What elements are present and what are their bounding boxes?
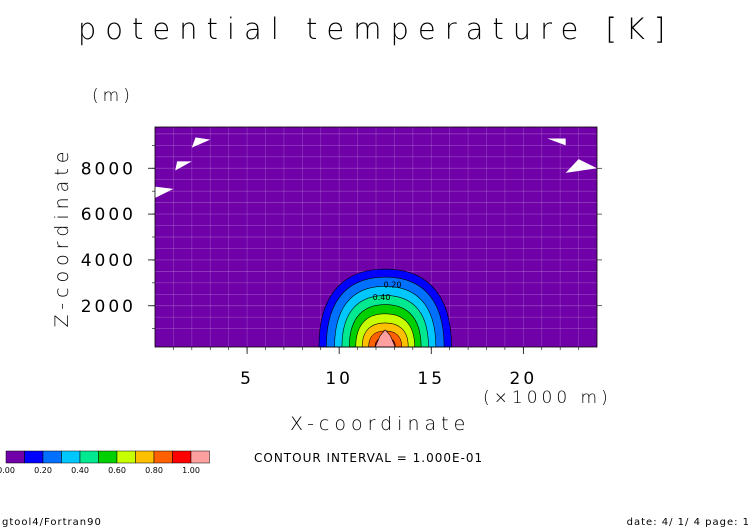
colorbar-label: 0.60 <box>108 466 126 475</box>
z-axis-unit: (m) <box>92 86 134 106</box>
missing-value-notch <box>175 161 192 171</box>
chart-title: potential temperature [K] <box>77 12 675 46</box>
y-tick-label: 2000 <box>81 297 136 317</box>
y-tick-label: 4000 <box>81 251 136 271</box>
colorbar-swatch <box>24 450 44 464</box>
x-tick-label: 20 <box>510 369 538 389</box>
colorbar-label: 0.20 <box>34 466 52 475</box>
colorbar-swatch <box>135 450 155 464</box>
colorbar-swatch <box>116 450 136 464</box>
x-tick-label: 5 <box>240 369 254 389</box>
colorbar: 0.00 0.20 0.40 0.60 0.80 1.00 <box>0 450 210 475</box>
contour-label: 0.20 <box>384 280 402 289</box>
colorbar-label: 0.00 <box>0 466 15 475</box>
missing-value-notch <box>565 159 597 173</box>
y-tick-label: 8000 <box>81 159 136 179</box>
footer-date-page: date: 4/ 1/ 4 page: 1 <box>626 517 750 528</box>
colorbar-swatch <box>5 450 25 464</box>
contour-interval-text: CONTOUR INTERVAL = 1.000E-01 <box>254 451 484 465</box>
y-tick-label: 6000 <box>81 205 136 225</box>
missing-value-notch <box>191 137 211 148</box>
colorbar-label: 0.40 <box>71 466 89 475</box>
x-axis-unit: (×1000 m) <box>483 388 612 408</box>
colorbar-swatch <box>42 450 62 464</box>
colorbar-swatch <box>153 450 173 464</box>
x-tick-label: 15 <box>417 369 445 389</box>
missing-value-notch <box>155 186 174 199</box>
missing-value-notch <box>547 138 566 146</box>
x-axis-label: X-coordinate <box>290 413 471 435</box>
colorbar-swatch <box>61 450 81 464</box>
colorbar-swatch <box>98 450 118 464</box>
x-tick-label: 10 <box>325 369 353 389</box>
footer-software: gtool4/Fortran90 <box>2 517 102 528</box>
colorbar-swatch <box>190 450 210 464</box>
colorbar-swatch <box>172 450 192 464</box>
contour-label: 0.40 <box>373 293 391 302</box>
colorbar-label: 1.00 <box>182 466 200 475</box>
colorbar-label: 0.80 <box>145 466 163 475</box>
colorbar-swatch <box>79 450 99 464</box>
